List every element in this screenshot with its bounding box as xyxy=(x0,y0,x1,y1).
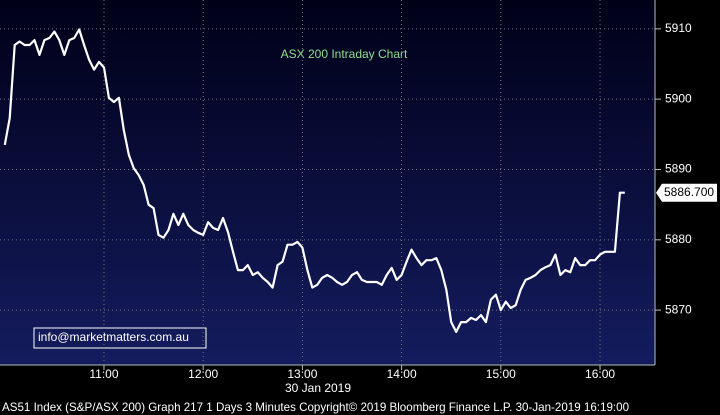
plot-area xyxy=(0,0,655,365)
x-tick-label: 16:00 xyxy=(585,367,615,381)
last-value-label: 5886.700 xyxy=(664,185,714,199)
y-tick-label: 5880 xyxy=(665,232,692,246)
line-series xyxy=(3,28,625,333)
x-tick-label: 11:00 xyxy=(89,367,118,381)
y-tick-label: 5910 xyxy=(665,21,692,35)
x-tick-label: 15:00 xyxy=(486,367,516,381)
footer: AS51 Index (S&P/ASX 200) Graph 217 1 Day… xyxy=(2,401,629,414)
x-tick-label: 14:00 xyxy=(387,367,417,381)
y-tick-label: 5870 xyxy=(665,302,692,316)
annotation-box xyxy=(33,327,207,349)
annotation: info@marketmatters.com.au xyxy=(38,330,189,344)
y-tick-label: 5900 xyxy=(665,91,692,105)
x-tick-label: 12:00 xyxy=(188,367,218,381)
date-label: 30 Jan 2019 xyxy=(285,381,351,395)
chart-title: ASX 200 Intraday Chart xyxy=(281,47,408,61)
last-value-tag xyxy=(656,183,717,202)
x-tick-label: 13:00 xyxy=(287,367,317,381)
y-tick-label: 5890 xyxy=(665,162,692,176)
